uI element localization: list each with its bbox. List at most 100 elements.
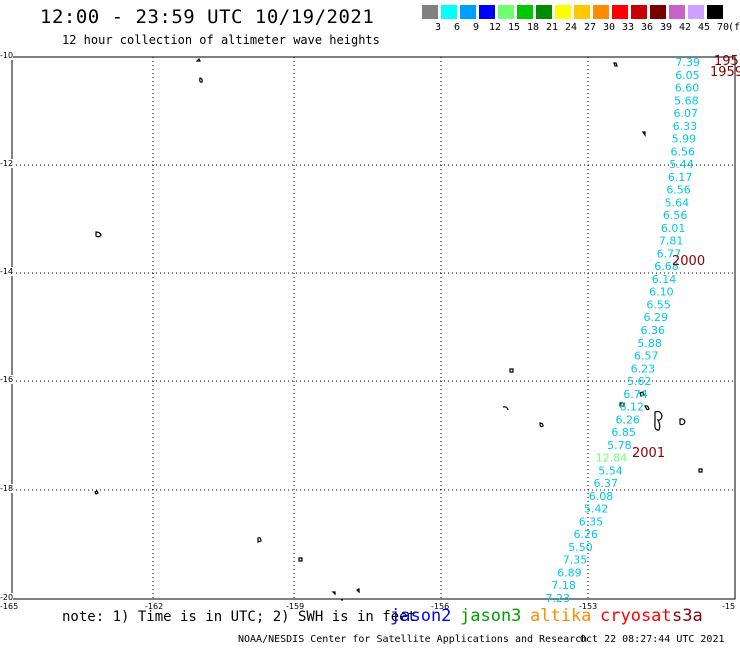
credit-line: NOAA/NESDIS Center for Satellite Applica… <box>238 634 588 645</box>
legend-label: 33 <box>621 22 635 33</box>
wave-height-value: 6.35 <box>579 515 604 528</box>
island-outlines <box>94 57 703 601</box>
island <box>94 490 99 495</box>
wave-height-track: 7.396.056.605.686.076.335.996.565.446.17… <box>546 56 701 605</box>
latitude-tick-label: -10 <box>0 51 14 60</box>
wave-height-value: 6.14 <box>652 273 677 286</box>
legend-swatch <box>460 5 476 19</box>
longitude-tick-label: -165 <box>0 602 19 611</box>
wave-height-value: 7.23 <box>546 592 571 605</box>
longitude-tick-label: -153 <box>579 602 598 611</box>
legend-label: 12 <box>488 22 502 33</box>
wave-height-value: 6.26 <box>616 413 641 426</box>
wave-height-value: 6.08 <box>589 490 614 503</box>
wave-height-value: 6.74 <box>623 388 648 401</box>
island <box>644 405 650 411</box>
time-label: 2001 <box>632 446 666 461</box>
page-title: 12:00 - 23:59 UTC 10/19/2021 <box>40 6 375 28</box>
island <box>298 557 303 562</box>
wave-height-value: 6.33 <box>673 120 698 133</box>
wave-height-value: 5.68 <box>674 94 699 107</box>
legend-swatch <box>574 5 590 19</box>
longitude-tick-label: -162 <box>145 602 164 611</box>
time-label: 195 <box>714 54 739 69</box>
page-subtitle: 12 hour collection of altimeter wave hei… <box>62 33 380 47</box>
legend-label: 36 <box>640 22 654 33</box>
wave-height-value: 12.84 <box>596 452 628 465</box>
legend-swatch <box>631 5 647 19</box>
wave-height-value: 5.42 <box>584 503 609 516</box>
island <box>95 231 102 238</box>
wave-height-value: 6.17 <box>668 171 693 184</box>
graticule <box>12 57 735 599</box>
island <box>502 406 509 411</box>
wave-height-value: 6.23 <box>631 362 656 375</box>
longitude-tick-label: -15 <box>722 602 736 611</box>
island <box>613 62 618 67</box>
legend-label: 3 <box>434 22 442 33</box>
wave-height-value: 7.18 <box>551 579 576 592</box>
legend-swatch <box>441 5 457 19</box>
wave-height-value: 7.81 <box>659 235 684 248</box>
island <box>619 402 625 407</box>
island <box>509 368 514 373</box>
island <box>199 77 203 83</box>
wave-height-value: 6.07 <box>673 107 698 120</box>
wave-height-value: 5.88 <box>637 337 662 350</box>
legend-label: 45 <box>697 22 711 33</box>
wave-height-value: 7.39 <box>676 56 701 69</box>
wave-height-value: 6.26 <box>574 528 599 541</box>
latitude-tick-label: -16 <box>0 375 14 384</box>
legend-label: 6 <box>453 22 461 33</box>
satellite-name: cryosat <box>600 606 672 626</box>
legend-label: 27 <box>583 22 597 33</box>
island <box>679 418 686 426</box>
legend-label: 70 <box>716 22 730 33</box>
generated-timestamp: Oct 22 08:27:44 UTC 2021 <box>580 634 725 645</box>
satellite-name: jason3 <box>460 606 522 626</box>
legend-label: 18 <box>526 22 540 33</box>
wave-height-value: 6.68 <box>654 260 679 273</box>
legend-swatch <box>422 5 438 19</box>
wave-height-value: 5.62 <box>627 375 652 388</box>
satellite-name: altika <box>530 606 592 626</box>
latitude-tick-label: -18 <box>0 484 14 493</box>
island <box>698 468 703 473</box>
legend-label: 39 <box>659 22 673 33</box>
time-label: 2000 <box>672 254 706 269</box>
wave-height-value: 6.29 <box>644 311 669 324</box>
wave-height-value: 5.54 <box>598 464 623 477</box>
wave-height-value: 5.64 <box>665 196 690 209</box>
legend-swatch <box>555 5 571 19</box>
latitude-tick-label: -14 <box>0 267 14 276</box>
island <box>331 591 336 596</box>
latitude-tick-label: -20 <box>0 593 14 602</box>
wave-height-value: 5.78 <box>607 439 632 452</box>
legend-swatch <box>650 5 666 19</box>
wave-height-value: 6.01 <box>661 222 686 235</box>
legend-label: 9 <box>472 22 480 33</box>
legend-swatch <box>498 5 514 19</box>
legend-swatch <box>517 5 533 19</box>
island <box>355 588 360 594</box>
wave-height-value: 6.55 <box>646 298 671 311</box>
legend-swatch <box>593 5 609 19</box>
island <box>654 410 663 431</box>
wave-height-value: 6.12 <box>619 401 644 414</box>
legend-label: 42 <box>678 22 692 33</box>
wave-height-value: 5.44 <box>669 158 694 171</box>
wave-height-value: 6.77 <box>657 247 682 260</box>
map-frame <box>11 56 736 600</box>
satellite-name: s3a <box>672 606 703 626</box>
wave-height-value: 6.56 <box>671 145 696 158</box>
wave-height-value: 6.56 <box>663 209 688 222</box>
legend-label: 21 <box>545 22 559 33</box>
legend-swatch <box>612 5 628 19</box>
latitude-tick-label: -12 <box>0 159 14 168</box>
island <box>195 57 201 62</box>
legend-swatch <box>688 5 704 19</box>
island <box>539 422 544 428</box>
wave-height-value: 5.99 <box>672 133 697 146</box>
satellite-name: jason2 <box>390 606 452 626</box>
